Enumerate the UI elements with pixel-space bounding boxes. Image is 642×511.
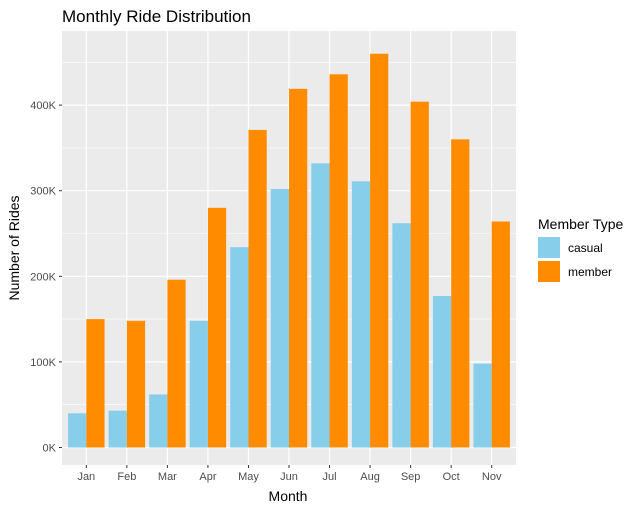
y-axis: 0K 100K 200K 300K 400K xyxy=(30,100,62,455)
bar-casual-feb xyxy=(108,410,127,448)
y-tick-label: 400K xyxy=(30,100,56,112)
x-tick-label: Sep xyxy=(401,471,421,483)
bar-member-nov xyxy=(491,221,510,448)
bar-casual-jan xyxy=(68,413,87,448)
bar-casual-jun xyxy=(270,188,289,448)
x-axis-title: Month xyxy=(269,488,308,504)
bar-casual-sep xyxy=(392,223,411,448)
bar-member-jan xyxy=(86,319,105,448)
legend-key-member xyxy=(538,261,560,282)
bar-casual-nov xyxy=(473,363,492,448)
x-tick-label: Oct xyxy=(443,471,460,483)
y-tick-label: 300K xyxy=(30,186,56,198)
x-tick-label: Aug xyxy=(360,471,380,483)
x-tick-label: Apr xyxy=(199,471,216,483)
bar-member-jun xyxy=(289,88,308,448)
y-tick-label: 0K xyxy=(43,443,57,455)
y-axis-title: Number of Rides xyxy=(6,195,22,300)
bar-casual-aug xyxy=(351,181,371,448)
bars xyxy=(68,53,510,448)
legend-key-casual xyxy=(538,237,560,258)
bar-casual-apr xyxy=(189,320,208,448)
x-tick-label: Mar xyxy=(158,471,177,483)
bar-member-jul xyxy=(329,74,348,448)
bar-member-oct xyxy=(451,139,470,448)
legend: Member Type casual member xyxy=(538,216,624,282)
x-tick-label: Jun xyxy=(280,471,298,483)
bar-casual-may xyxy=(230,247,249,448)
bar-member-feb xyxy=(126,320,146,448)
legend-label-casual: casual xyxy=(568,241,603,255)
y-tick-label: 200K xyxy=(30,271,56,283)
bar-member-may xyxy=(248,129,267,448)
x-tick-label: Jul xyxy=(323,471,337,483)
x-axis: Jan Feb Mar Apr May Jun Jul Aug Sep Oct Nov xyxy=(77,465,502,483)
bar-casual-oct xyxy=(432,295,452,448)
y-tick-label: 100K xyxy=(30,357,56,369)
x-tick-label: May xyxy=(238,471,259,483)
bar-member-mar xyxy=(167,279,186,448)
chart-title: Monthly Ride Distribution xyxy=(62,7,251,26)
x-tick-label: Nov xyxy=(482,471,502,483)
x-tick-label: Jan xyxy=(77,471,95,483)
x-tick-label: Feb xyxy=(117,471,136,483)
bar-member-apr xyxy=(207,207,227,448)
legend-label-member: member xyxy=(568,265,612,279)
bar-casual-mar xyxy=(149,394,168,448)
bar-member-sep xyxy=(410,101,429,448)
bar-casual-jul xyxy=(311,163,330,448)
bar-member-aug xyxy=(370,53,389,448)
legend-title: Member Type xyxy=(538,216,624,232)
